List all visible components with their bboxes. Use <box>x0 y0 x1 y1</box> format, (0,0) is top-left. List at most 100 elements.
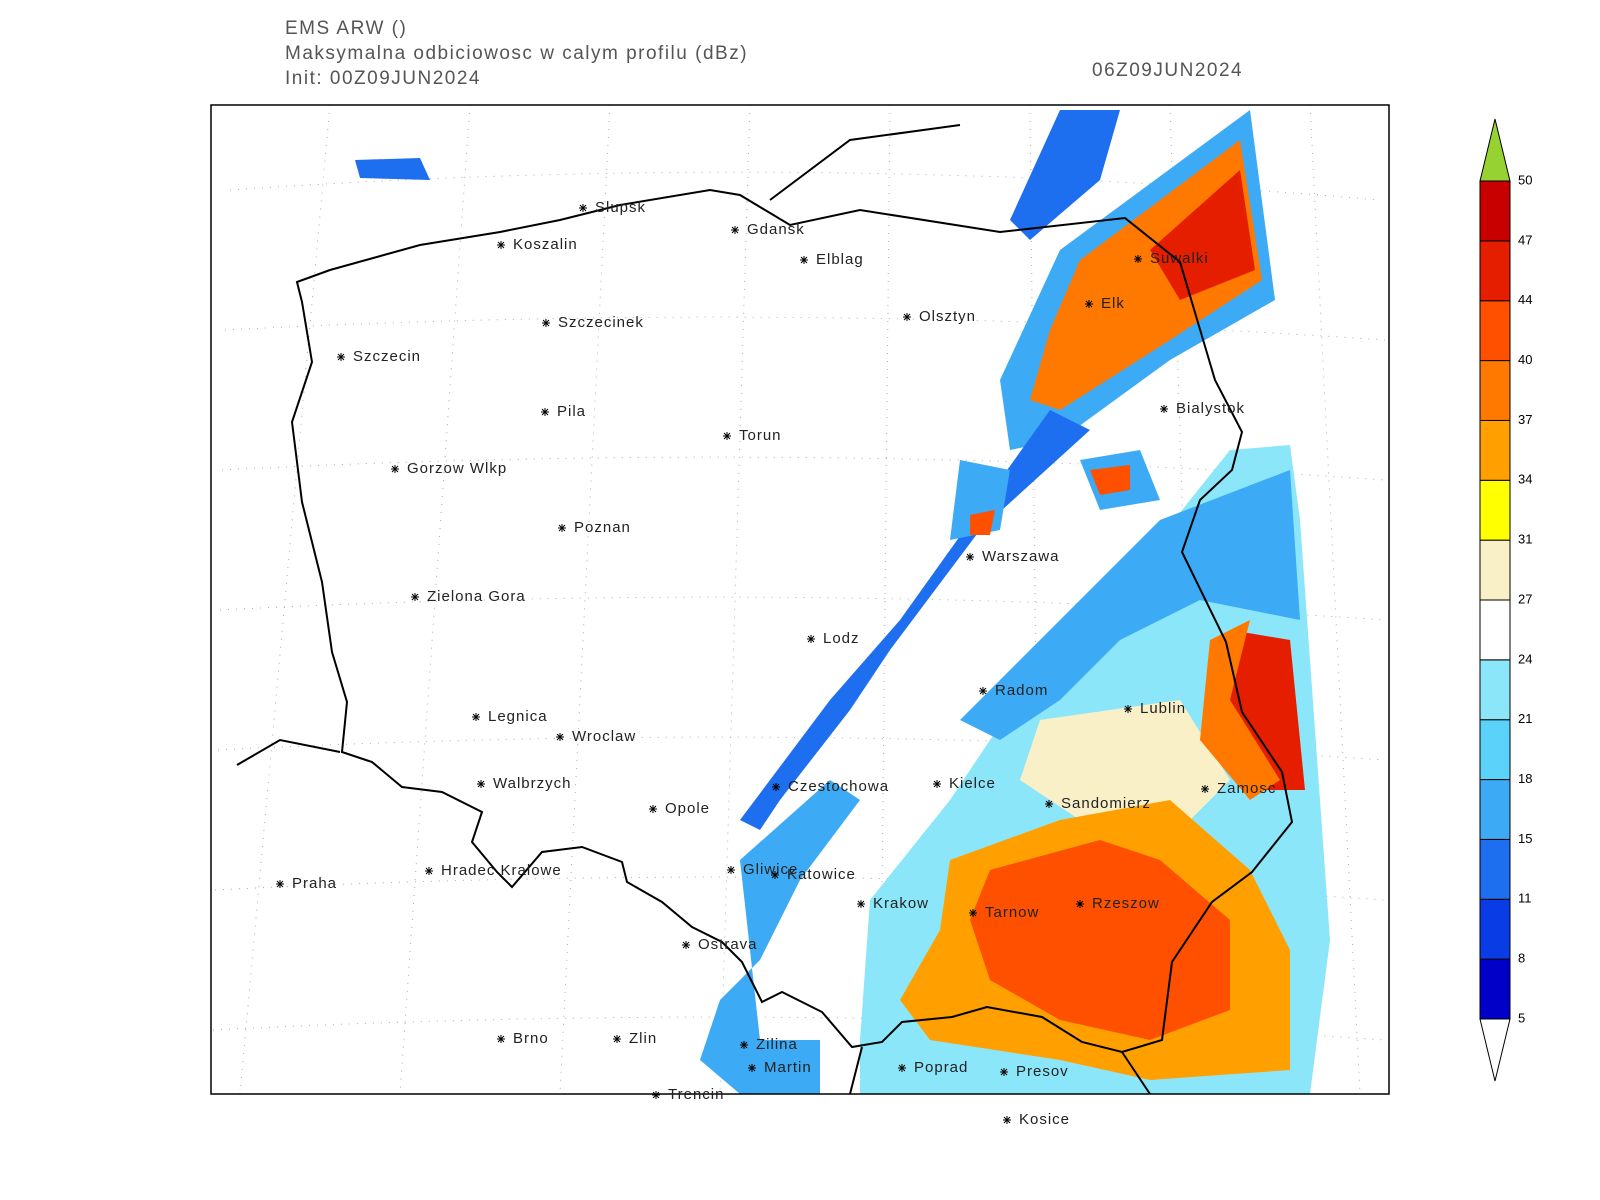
city-marker <box>1134 255 1142 263</box>
city-label: Tarnow <box>985 904 1039 921</box>
city-marker <box>649 805 657 813</box>
city-label: Gdansk <box>747 221 805 238</box>
city-label: Radom <box>995 682 1048 699</box>
city-label: Olsztyn <box>919 308 976 325</box>
city-label: Zielona Gora <box>427 588 526 605</box>
city-label: Opole <box>665 800 710 817</box>
city-marker <box>579 204 587 212</box>
city-marker <box>542 319 550 327</box>
colorbar-label: 27 <box>1518 591 1532 606</box>
city-marker <box>477 780 485 788</box>
city-label: Gorzow Wlkp <box>407 460 507 477</box>
city-marker <box>800 256 808 264</box>
colorbar-label: 21 <box>1518 711 1532 726</box>
city-label: Pila <box>557 403 586 420</box>
city-label: Zamosc <box>1217 780 1276 797</box>
city-marker <box>652 1091 660 1099</box>
city-marker <box>727 866 735 874</box>
city-marker <box>497 1035 505 1043</box>
map-frame <box>210 104 1390 1095</box>
colorbar-label: 31 <box>1518 532 1532 547</box>
city-marker <box>771 871 779 879</box>
city-label: Zilina <box>756 1036 798 1053</box>
city-label: Kosice <box>1019 1111 1070 1128</box>
city-marker <box>1160 405 1168 413</box>
city-marker <box>472 713 480 721</box>
city-label: Szczecinek <box>558 314 644 331</box>
city-label: Gliwice <box>743 861 798 878</box>
city-label: Martin <box>764 1059 812 1076</box>
city-label: Poznan <box>574 519 631 536</box>
map-area: Slupsk Gdansk Koszalin Elblag Suwalki Elk Szcz… <box>212 105 1386 1094</box>
city-label: Warszawa <box>982 548 1059 565</box>
colorbar-box <box>1479 599 1511 661</box>
city-marker <box>1000 1068 1008 1076</box>
city-label: Sandomierz <box>1061 795 1151 812</box>
city-marker <box>1124 705 1132 713</box>
city-marker <box>497 241 505 249</box>
colorbar-label: 40 <box>1518 352 1532 367</box>
colorbar-box <box>1479 779 1511 840</box>
city-label: Elblag <box>816 251 864 268</box>
city-marker <box>903 313 911 321</box>
city-marker <box>1201 785 1209 793</box>
city-label: Trencin <box>668 1086 724 1103</box>
city-marker <box>731 226 739 234</box>
field-title: Maksymalna odbiciowosc w calym profilu (… <box>285 43 748 64</box>
colorbar-label: 18 <box>1518 771 1532 786</box>
colorbar-label: 8 <box>1518 951 1525 966</box>
colorbar-label: 24 <box>1518 651 1532 666</box>
city-marker <box>1076 900 1084 908</box>
city-marker <box>772 783 780 791</box>
colorbar: 5 8 11 15 18 21 24 27 31 34 37 40 44 47 50 <box>1479 118 1532 1082</box>
colorbar-label: 15 <box>1518 831 1532 846</box>
city-label: Rzeszow <box>1092 895 1160 912</box>
city-marker <box>425 867 433 875</box>
city-marker <box>969 909 977 917</box>
city-label: Elk <box>1101 295 1125 312</box>
city-marker <box>740 1041 748 1049</box>
city-marker <box>337 353 345 361</box>
colorbar-label: 34 <box>1518 472 1532 487</box>
init-time: Init: 00Z09JUN2024 <box>285 68 481 89</box>
model-title: EMS ARW () <box>285 18 407 39</box>
city-label: Wroclaw <box>572 728 636 745</box>
colorbar-box <box>1479 180 1511 242</box>
city-label: Czestochowa <box>788 778 889 795</box>
city-label: Suwalki <box>1150 250 1209 267</box>
city-marker <box>979 687 987 695</box>
city-label: Praha <box>292 875 337 892</box>
colorbar-label: 44 <box>1518 292 1532 307</box>
city-marker <box>613 1035 621 1043</box>
city-marker <box>857 900 865 908</box>
colorbar-label: 47 <box>1518 232 1532 247</box>
city-label: Ostrava <box>698 936 758 953</box>
colorbar-box <box>1479 539 1511 601</box>
colorbar-box <box>1479 300 1511 362</box>
city-marker <box>391 465 399 473</box>
city-marker <box>682 941 690 949</box>
city-label: Lodz <box>823 630 860 647</box>
city-marker <box>556 733 564 741</box>
valid-time: 06Z09JUN2024 <box>1092 60 1243 81</box>
colorbar-label: 5 <box>1518 1010 1525 1025</box>
colorbar-over <box>1479 118 1511 182</box>
cities: Slupsk Gdansk Koszalin Elblag Suwalki Elk Szcz… <box>276 199 1276 1080</box>
city-label: Legnica <box>488 708 548 725</box>
colorbar-label: 50 <box>1518 172 1532 187</box>
colorbar-box <box>1479 479 1511 541</box>
city-label: Slupsk <box>595 199 646 216</box>
city-label: Kielce <box>949 775 996 792</box>
colorbar-box <box>1479 360 1511 421</box>
city-marker <box>276 880 284 888</box>
city-label: Katowice <box>787 866 856 883</box>
city-label: Bialystok <box>1176 400 1245 417</box>
city-label: Torun <box>739 427 782 444</box>
colorbar-box <box>1479 838 1511 900</box>
city-marker <box>1085 300 1093 308</box>
colorbar-box <box>1479 659 1511 721</box>
city-marker <box>541 408 549 416</box>
colorbar-box <box>1479 719 1511 781</box>
colorbar-box <box>1479 240 1511 302</box>
